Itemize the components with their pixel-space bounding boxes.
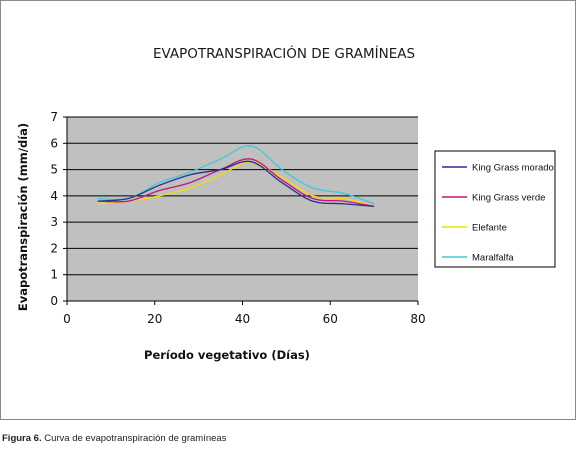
y-tick-label: 4 — [50, 189, 58, 203]
x-tick-label: 0 — [63, 312, 71, 326]
y-tick-label: 7 — [50, 110, 58, 124]
legend-items: King Grass morado King Grass verde Elefant… — [442, 163, 554, 264]
chart-frame: EVAPOTRANSPIRACIÓN DE GRAMÍNEAS 0 20 40 60 8… — [0, 0, 576, 420]
legend-label: King Grass verde — [472, 193, 545, 204]
plot-area — [67, 117, 418, 301]
series-line-elefante — [97, 161, 375, 208]
x-tick-label: 20 — [147, 312, 162, 326]
x-tick-labels: 0 20 40 60 80 — [63, 301, 426, 326]
y-tick-label: 6 — [50, 136, 58, 150]
series-line-king-grass-morado — [97, 160, 375, 208]
y-tick-label: 2 — [50, 241, 58, 255]
y-axis-title: Evapotranspiración (mm/día) — [16, 123, 30, 311]
x-tick-label: 60 — [323, 312, 338, 326]
figure-caption: Figura 6. Curva de evapotranspiración de… — [2, 433, 226, 444]
series-line-maralfalfa — [97, 145, 375, 205]
y-tick-label: 3 — [50, 215, 58, 229]
legend: King Grass morado King Grass verde Elefant… — [434, 150, 556, 268]
y-tick-label: 5 — [50, 163, 58, 177]
chart-title: EVAPOTRANSPIRACIÓN DE GRAMÍNEAS — [153, 44, 415, 62]
caption-label: Figura 6. — [2, 433, 42, 444]
x-axis-title: Período vegetativo (Días) — [144, 348, 310, 362]
chart-svg: EVAPOTRANSPIRACIÓN DE GRAMÍNEAS 0 20 40 60 8… — [16, 44, 556, 362]
grid-lines — [67, 116, 418, 276]
legend-label: King Grass morado — [472, 163, 554, 174]
caption-text: Curva de evapotranspiración de gramíneas — [41, 433, 227, 444]
series-line-king-grass-verde — [97, 158, 375, 208]
y-tick-label: 0 — [50, 294, 58, 308]
legend-box — [434, 150, 556, 268]
x-tick-label: 80 — [410, 312, 425, 326]
x-tick-label: 40 — [235, 312, 250, 326]
y-tick-labels: 0 1 2 3 4 5 6 7 — [50, 110, 67, 308]
series-lines — [97, 145, 375, 208]
y-tick-label: 1 — [50, 268, 58, 282]
legend-label: Elefante — [472, 223, 507, 234]
legend-label: Maralfalfa — [472, 253, 514, 264]
